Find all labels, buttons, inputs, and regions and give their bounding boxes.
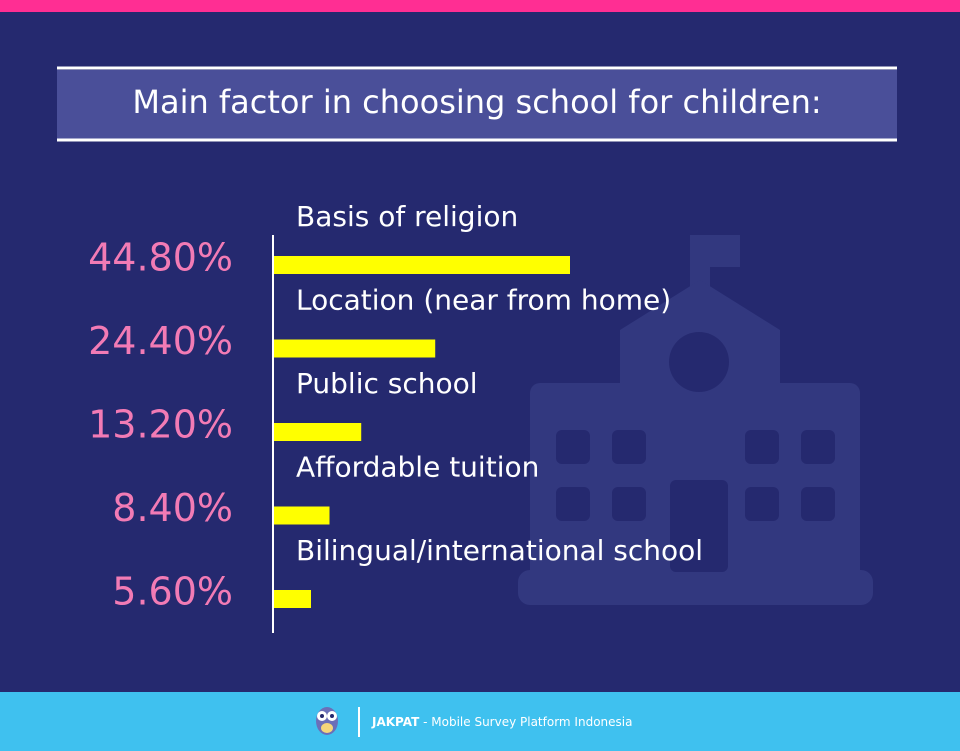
top-stripe bbox=[0, 0, 960, 12]
bar bbox=[274, 506, 330, 525]
category-label: Basis of religion bbox=[296, 200, 518, 233]
footer-bar bbox=[0, 692, 960, 751]
value-label: 5.60% bbox=[112, 570, 233, 614]
bar bbox=[274, 590, 311, 608]
footer-brand: JAKPAT bbox=[371, 715, 420, 729]
value-label: 44.80% bbox=[88, 236, 233, 280]
school-icon-details bbox=[556, 332, 835, 572]
category-label: Location (near from home) bbox=[296, 284, 671, 317]
bar bbox=[274, 339, 436, 358]
value-label: 8.40% bbox=[112, 486, 233, 530]
category-label: Affordable tuition bbox=[296, 451, 539, 484]
category-label: Bilingual/international school bbox=[296, 534, 703, 567]
footer: JAKPAT - Mobile Survey Platform Indonesi… bbox=[371, 715, 632, 729]
chart-title: Main factor in choosing school for child… bbox=[132, 83, 821, 121]
value-label: 13.20% bbox=[88, 403, 233, 447]
footer-text: - Mobile Survey Platform Indonesia bbox=[423, 715, 632, 729]
category-label: Public school bbox=[296, 367, 478, 400]
value-label: 24.40% bbox=[88, 319, 233, 363]
owl-logo bbox=[316, 707, 338, 735]
bar bbox=[274, 256, 570, 274]
bar bbox=[274, 423, 362, 441]
title-box bbox=[57, 70, 897, 140]
